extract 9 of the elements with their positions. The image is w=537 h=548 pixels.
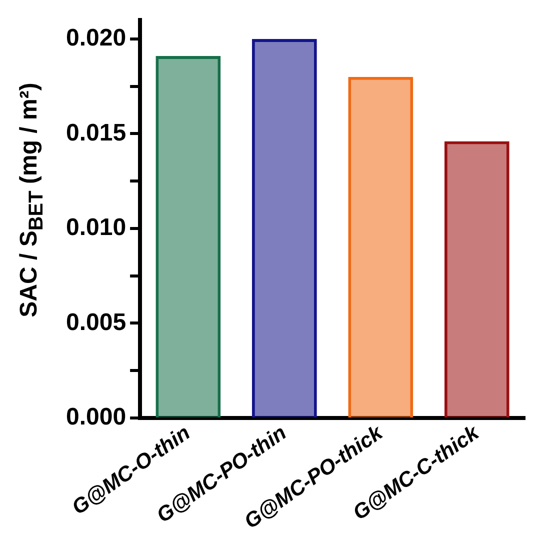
- bar: [444, 141, 510, 418]
- bar: [156, 56, 221, 418]
- bar: [348, 76, 414, 418]
- y-tick-label: 0.020: [66, 24, 126, 52]
- y-tick-label: 0.000: [66, 404, 126, 431]
- bar: [252, 38, 317, 418]
- y-tick-label: 0.005: [66, 308, 126, 336]
- y-tick-label: 0.015: [66, 119, 126, 146]
- y-tick-label: 0.010: [66, 214, 126, 242]
